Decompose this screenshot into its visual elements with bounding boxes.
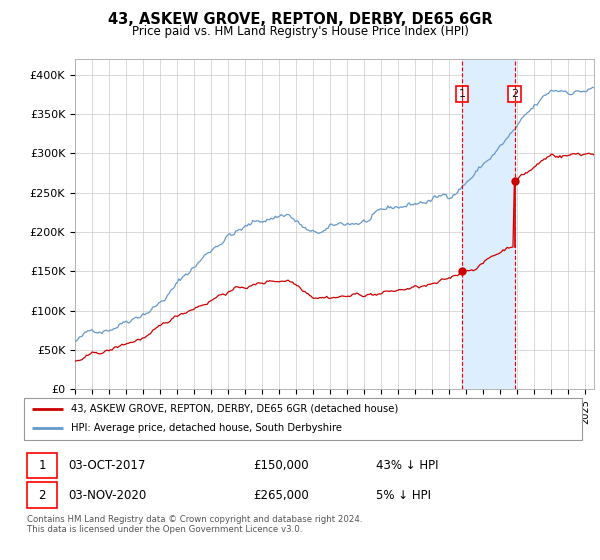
Text: 1: 1 bbox=[38, 459, 46, 472]
Text: Contains HM Land Registry data © Crown copyright and database right 2024.
This d: Contains HM Land Registry data © Crown c… bbox=[27, 515, 362, 534]
Text: 2: 2 bbox=[511, 89, 518, 99]
Text: 5% ↓ HPI: 5% ↓ HPI bbox=[376, 488, 431, 502]
Text: 43, ASKEW GROVE, REPTON, DERBY, DE65 6GR (detached house): 43, ASKEW GROVE, REPTON, DERBY, DE65 6GR… bbox=[71, 404, 398, 414]
Text: 03-NOV-2020: 03-NOV-2020 bbox=[68, 488, 147, 502]
Text: 2: 2 bbox=[38, 488, 46, 502]
Text: 1: 1 bbox=[458, 89, 466, 99]
Text: 03-OCT-2017: 03-OCT-2017 bbox=[68, 459, 146, 472]
Bar bbox=[462, 59, 515, 389]
Text: £265,000: £265,000 bbox=[253, 488, 308, 502]
Bar bbox=[27, 482, 58, 508]
Text: HPI: Average price, detached house, South Derbyshire: HPI: Average price, detached house, Sout… bbox=[71, 423, 343, 433]
Text: Price paid vs. HM Land Registry's House Price Index (HPI): Price paid vs. HM Land Registry's House … bbox=[131, 25, 469, 38]
Text: £150,000: £150,000 bbox=[253, 459, 308, 472]
Text: 43% ↓ HPI: 43% ↓ HPI bbox=[376, 459, 438, 472]
Bar bbox=[27, 452, 58, 478]
Text: 43, ASKEW GROVE, REPTON, DERBY, DE65 6GR: 43, ASKEW GROVE, REPTON, DERBY, DE65 6GR bbox=[107, 12, 493, 27]
